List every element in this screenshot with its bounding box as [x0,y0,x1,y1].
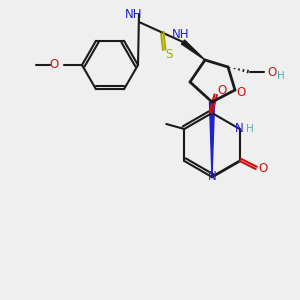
Text: O: O [236,85,246,98]
Text: NH: NH [125,8,143,20]
Polygon shape [182,40,205,60]
Text: O: O [267,65,277,79]
Text: O: O [218,83,226,97]
Text: N: N [208,170,216,184]
Polygon shape [209,102,214,177]
Text: H: H [277,71,285,81]
Text: NH: NH [172,28,190,40]
Text: O: O [50,58,58,71]
Text: O: O [258,163,267,176]
Text: S: S [165,49,173,62]
Text: H: H [246,124,254,134]
Text: N: N [235,122,244,136]
